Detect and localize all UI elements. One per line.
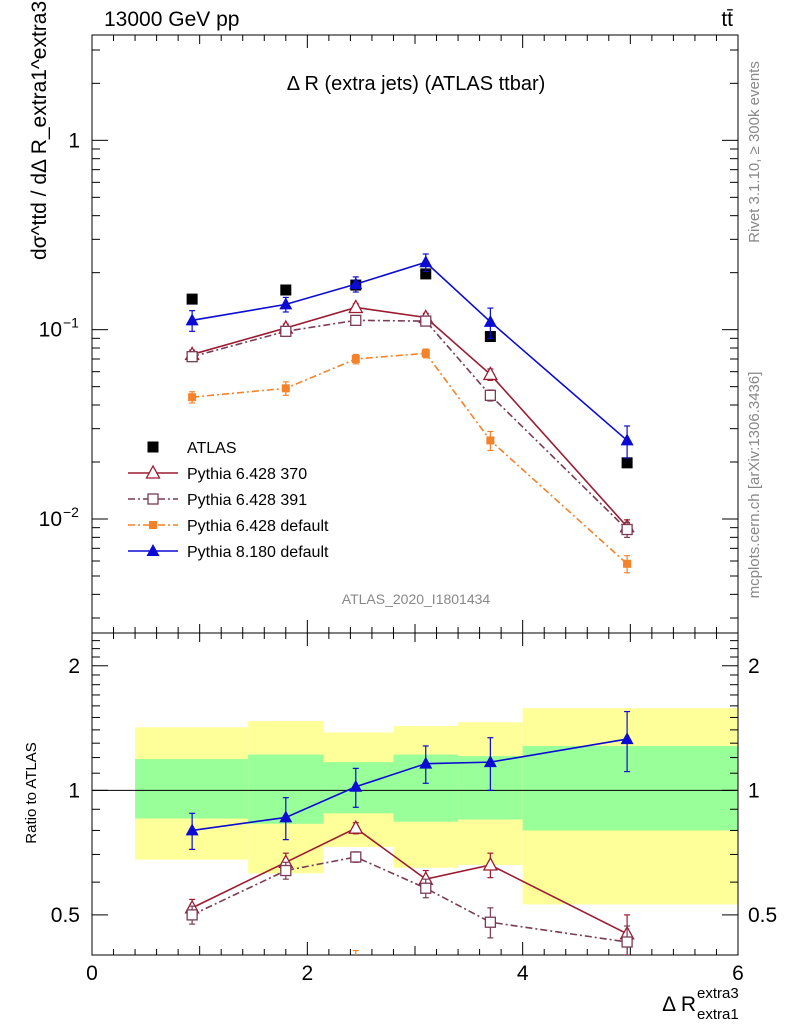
green-band-0	[135, 759, 249, 819]
main-series-line-2	[191, 319, 628, 531]
main-data-point	[621, 523, 633, 536]
main-data-point	[620, 433, 634, 446]
x-tick-label: 6	[732, 962, 744, 985]
x-tick-label: 4	[517, 962, 529, 985]
ratio-data-point	[348, 819, 364, 834]
ratio-axis-ticks: 0 2 4 6 0.5 0.5 1 1 2 2	[51, 633, 777, 985]
legend: ATLAS Pythia 6.428 370 Pythia 6.428 391 Pyt…	[128, 440, 329, 561]
main-series-line-1	[191, 306, 628, 528]
main-data-point	[484, 389, 497, 401]
ratio-data-point	[484, 916, 497, 928]
ratio-data-point	[349, 779, 363, 792]
ratio-data-point	[185, 823, 199, 836]
main-data-point	[186, 351, 198, 363]
y-tick-label-exp: −2	[63, 504, 79, 520]
y-tick-label-exp: −1	[63, 315, 79, 331]
main-data-layer	[184, 253, 635, 574]
main-y-axis-label-text: dσ^ttd / dΔ R_extra1^extra3 [pb]	[28, 0, 51, 260]
main-data-point	[623, 559, 632, 568]
main-data-point	[280, 325, 292, 337]
main-data-point	[281, 384, 290, 393]
main-data-point	[279, 297, 293, 310]
rivet-version-label: Rivet 3.1.10, ≥ 300k events	[746, 61, 763, 243]
ratio-data-point	[621, 936, 633, 948]
ratio-y-tick-label-left: 1	[68, 779, 80, 802]
main-data-point	[349, 277, 363, 290]
ratio-y-tick-label-left: 2	[68, 655, 80, 678]
legend-marker	[149, 521, 157, 529]
ratio-series-line-3	[192, 738, 628, 832]
x-tick-label: 2	[301, 962, 313, 985]
x-axis-label-sub: extra1	[697, 1006, 739, 1023]
main-data-point	[483, 314, 497, 327]
ratio-data-layer	[184, 710, 635, 973]
ratio-series-line-1	[191, 856, 628, 943]
ratio-data-point	[280, 864, 292, 877]
ratio-y-tick-label-right: 1	[748, 779, 760, 802]
x-axis-label-main: Δ R	[662, 993, 696, 1016]
y-tick-label: 1	[68, 129, 80, 152]
ratio-uncertainty-bands	[92, 708, 738, 905]
ratio-data-point	[279, 810, 293, 823]
legend-label: ATLAS	[187, 440, 237, 457]
ratio-data-point	[620, 732, 634, 745]
legend-label: Pythia 6.428 370	[187, 466, 307, 483]
ratio-data-point	[483, 755, 497, 768]
legend-label: Pythia 6.428 default	[187, 518, 329, 535]
x-tick-label: 0	[86, 962, 98, 985]
main-axis-ticks: 10 −210 −11	[39, 35, 739, 633]
legend-marker	[147, 441, 159, 453]
main-data-point	[420, 315, 432, 327]
main-data-point	[185, 313, 199, 326]
analysis-watermark: ATLAS_2020_I1801434	[342, 591, 491, 607]
main-data-point	[482, 366, 498, 381]
ratio-data-point	[352, 956, 360, 964]
ratio-y-tick-label-right: 0.5	[748, 904, 777, 927]
ratio-series-line-2	[356, 960, 426, 969]
main-data-point	[186, 293, 198, 305]
ratio-data-point	[350, 851, 362, 863]
ratio-series-line-0	[191, 827, 628, 935]
main-data-point	[350, 314, 362, 326]
ratio-y-axis-label: Ratio to ATLAS	[23, 742, 40, 843]
ratio-data-point	[186, 909, 198, 921]
process-label: tt̄	[721, 8, 733, 31]
ratio-data-point	[420, 882, 432, 894]
main-plot-title: Δ R (extra jets) (ATLAS ttbar)	[287, 73, 546, 95]
main-series-line-3	[192, 352, 628, 565]
main-data-point	[280, 284, 292, 296]
main-data-point	[351, 354, 360, 363]
main-data-point	[621, 457, 633, 469]
main-data-point	[486, 436, 495, 445]
mcplots-label: mcplots.cern.ch [arXiv:1306.3436]	[746, 372, 763, 599]
legend-label: Pythia 8.180 default	[187, 544, 329, 561]
green-band-5	[522, 745, 738, 831]
energy-label: 13000 GeV pp	[104, 8, 239, 31]
ratio-data-point	[419, 756, 433, 769]
main-data-point	[419, 255, 433, 268]
legend-marker	[146, 544, 160, 556]
main-data-point	[420, 268, 432, 280]
main-y-axis-label: dσ^ttd / dΔ R_extra1^extra3 [pb]	[28, 0, 51, 260]
main-series-line-4	[191, 261, 628, 442]
main-data-point	[188, 393, 197, 402]
y-tick-label: 10	[39, 319, 62, 342]
legend-label: Pythia 6.428 391	[187, 492, 307, 509]
main-data-point	[348, 299, 364, 314]
ratio-data-point	[482, 856, 498, 871]
legend-marker	[147, 493, 159, 505]
x-axis-label: Δ R extra3 extra1	[662, 985, 739, 1023]
y-tick-label: 10	[39, 508, 62, 531]
ratio-data-point	[422, 965, 430, 973]
legend-marker	[145, 464, 161, 479]
ratio-y-tick-label-right: 2	[748, 655, 760, 678]
ratio-y-tick-label-left: 0.5	[51, 904, 80, 927]
main-data-point	[421, 349, 430, 358]
x-axis-label-sup: extra3	[697, 985, 739, 1002]
